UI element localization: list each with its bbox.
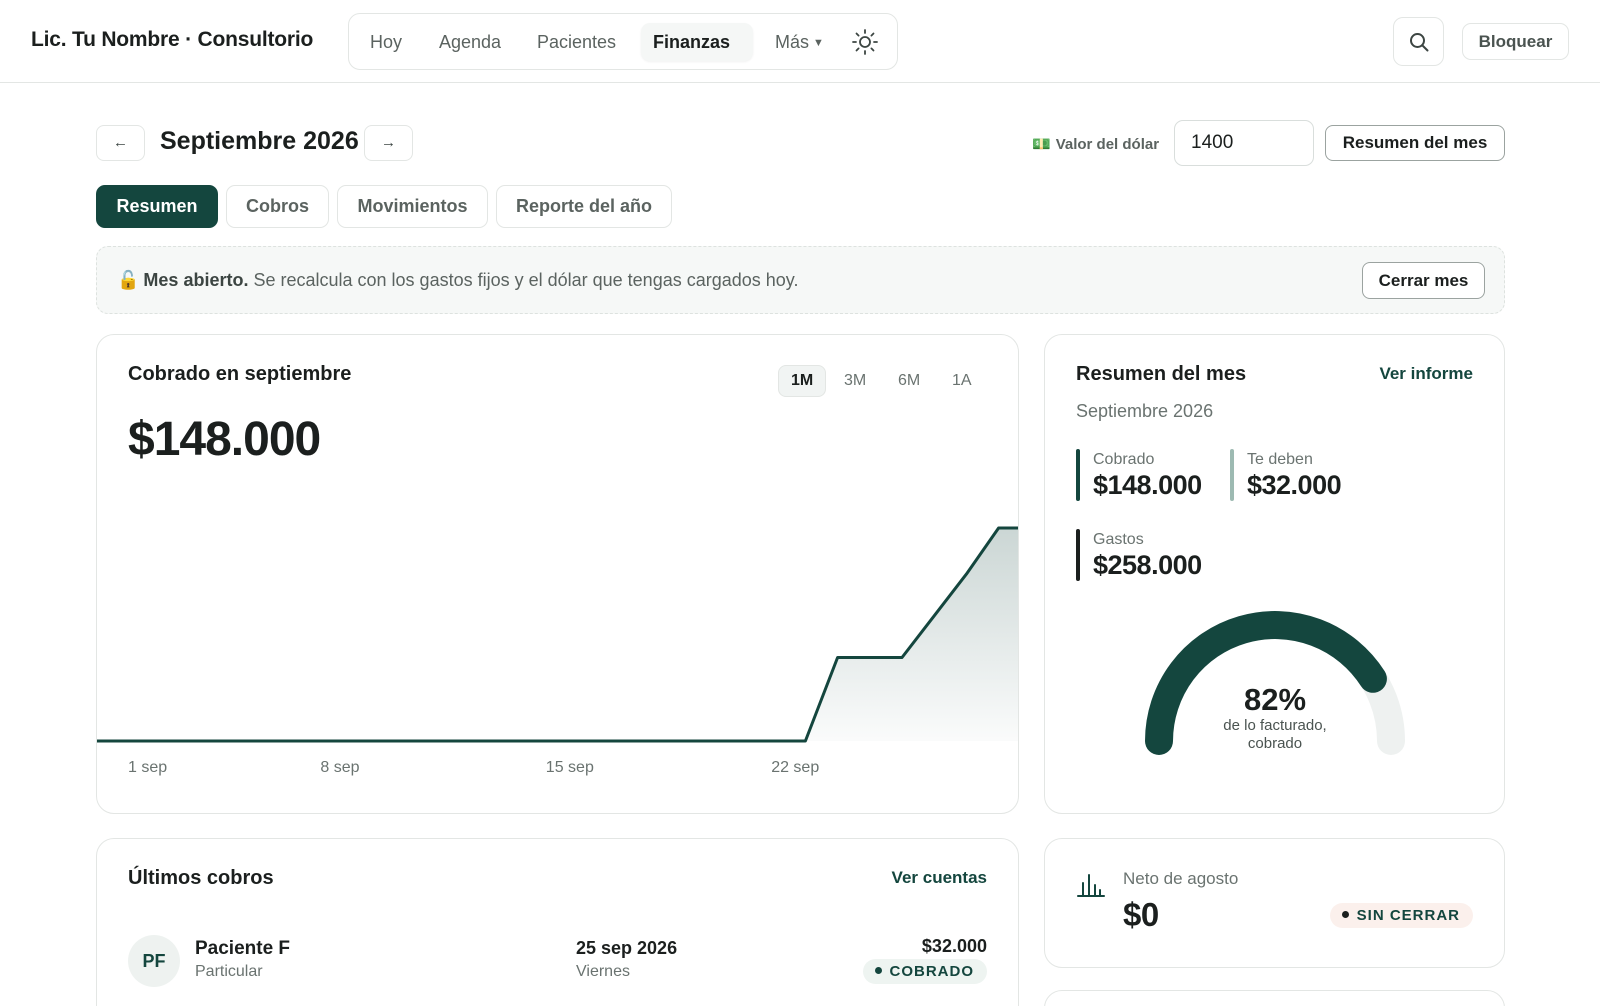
nav-item-mas[interactable]: Más ▼ xyxy=(763,23,836,61)
range-6m-button[interactable]: 6M xyxy=(898,372,921,389)
chart-series-line xyxy=(97,526,1018,743)
gauge-caption: de lo facturado, cobrado xyxy=(1045,717,1504,753)
x-tick-label: 8 sep xyxy=(320,759,359,776)
banner-strong: Mes abierto. xyxy=(143,270,249,290)
month-summary-subtitle: Septiembre 2026 xyxy=(1076,401,1214,421)
gauge-caption-line1: de lo facturado, xyxy=(1223,717,1327,734)
nav-item-finanzas[interactable]: Finanzas xyxy=(641,23,753,61)
month-summary-button[interactable]: Resumen del mes xyxy=(1325,125,1505,161)
month-title: Septiembre 2026 xyxy=(160,127,359,155)
stat-gastos: Gastos $258.000 xyxy=(1076,529,1202,581)
net-august-card: Neto de agosto $0 SIN CERRAR xyxy=(1044,838,1505,968)
stat-gastos-value: $258.000 xyxy=(1093,550,1202,580)
stat-cobrado-value: $148.000 xyxy=(1093,470,1202,500)
collected-amount: $148.000 xyxy=(128,413,321,466)
top-bar: Lic. Tu Nombre · Consultorio Hoy Agenda … xyxy=(0,0,1600,83)
stat-te-deben: Te deben $32.000 xyxy=(1230,449,1342,501)
gauge-percent: 82% xyxy=(1243,682,1307,717)
view-report-link[interactable]: Ver informe xyxy=(1379,364,1473,383)
status-badge: SIN CERRAR xyxy=(1329,903,1473,928)
dollar-value-input[interactable] xyxy=(1174,120,1314,166)
brand-title: Lic. Tu Nombre · Consultorio xyxy=(31,28,314,51)
banner-text: 🔓 Mes abierto. Se recalcula con los gasto… xyxy=(117,270,798,291)
nav-item-agenda[interactable]: Agenda xyxy=(439,32,502,52)
range-1m-button[interactable]: 1M xyxy=(778,365,826,397)
stat-te-deben-value: $32.000 xyxy=(1247,470,1342,500)
status-dot-icon xyxy=(874,967,882,974)
recent-payments-title: Últimos cobros xyxy=(128,867,274,889)
money-icon: 💵 xyxy=(1032,136,1051,153)
unlock-icon: 🔓 xyxy=(117,270,140,290)
caret-down-icon: ▼ xyxy=(813,37,824,49)
payment-date: 25 sep 2026 xyxy=(576,938,678,958)
month-summary-card: Resumen del mes Ver informe Septiembre 2… xyxy=(1044,334,1505,814)
stat-gastos-bar xyxy=(1076,529,1080,581)
tab-reporte-anio[interactable]: Reporte del año xyxy=(496,185,672,228)
tab-cobros[interactable]: Cobros xyxy=(226,185,329,228)
main-nav: Hoy Agenda Pacientes Finanzas Más ▼ xyxy=(348,13,898,70)
net-label: Neto de agosto xyxy=(1123,869,1239,888)
view-accounts-link[interactable]: Ver cuentas xyxy=(891,868,987,887)
nav-item-hoy[interactable]: Hoy xyxy=(370,32,403,52)
close-month-button[interactable]: Cerrar mes xyxy=(1362,262,1485,299)
month-summary-title: Resumen del mes xyxy=(1076,363,1247,385)
patient-type: Particular xyxy=(195,963,263,980)
stat-te-deben-bar xyxy=(1230,449,1234,501)
lock-button[interactable]: Bloquear xyxy=(1462,23,1569,60)
collected-card-title: Cobrado en septiembre xyxy=(128,363,352,385)
x-tick-label: 15 sep xyxy=(546,759,594,776)
nav-item-mas-label: Más xyxy=(775,32,810,52)
search-icon xyxy=(1410,33,1429,52)
gauge-fill xyxy=(1145,611,1387,755)
sun-icon[interactable] xyxy=(851,28,879,56)
banner-message: Se recalcula con los gastos fijos y el d… xyxy=(253,270,799,290)
stat-cobrado-label: Cobrado xyxy=(1093,451,1155,468)
next-card xyxy=(1044,990,1505,1006)
chart-area-fill xyxy=(97,528,1018,741)
avatar: PF xyxy=(128,935,180,987)
bar-chart-icon xyxy=(1077,874,1105,897)
status-badge-label: COBRADO xyxy=(889,963,974,980)
stat-gastos-label: Gastos xyxy=(1093,531,1144,548)
nav-item-pacientes[interactable]: Pacientes xyxy=(537,32,617,52)
payment-amount: $32.000 xyxy=(921,936,987,956)
collection-gauge xyxy=(1145,611,1405,755)
range-3m-button[interactable]: 3M xyxy=(844,372,867,389)
x-tick-label: 1 sep xyxy=(128,759,167,776)
payment-weekday: Viernes xyxy=(576,963,630,980)
status-badge: COBRADO xyxy=(862,959,987,984)
range-1a-button[interactable]: 1A xyxy=(952,372,972,389)
tab-resumen[interactable]: Resumen xyxy=(96,185,218,228)
stat-te-deben-label: Te deben xyxy=(1247,451,1313,468)
x-tick-label: 22 sep xyxy=(771,759,819,776)
prev-month-button[interactable]: ← xyxy=(96,125,145,161)
status-dot-icon xyxy=(1341,911,1349,918)
dollar-label-text: Valor del dólar xyxy=(1055,136,1160,153)
search-button[interactable] xyxy=(1393,17,1444,66)
dollar-label: 💵 Valor del dólar xyxy=(1032,135,1159,153)
status-badge-label: SIN CERRAR xyxy=(1356,907,1460,924)
recent-payments-card: Últimos cobros Ver cuentas PF Paciente F… xyxy=(96,838,1019,1006)
stat-cobrado: Cobrado $148.000 xyxy=(1076,449,1202,501)
next-month-button[interactable]: → xyxy=(364,125,413,161)
collected-card: Cobrado en septiembre 1M 3M 6M 1A $148.0… xyxy=(96,334,1019,814)
open-month-banner: 🔓 Mes abierto. Se recalcula con los gasto… xyxy=(96,246,1505,314)
tab-movimientos[interactable]: Movimientos xyxy=(337,185,488,228)
patient-name: Paciente F xyxy=(195,938,291,959)
net-value: $0 xyxy=(1123,896,1159,933)
collected-chart: 1 sep 8 sep 15 sep 22 sep xyxy=(97,526,1018,776)
stat-cobrado-bar xyxy=(1076,449,1080,501)
gauge-caption-line2: cobrado xyxy=(1247,735,1303,752)
